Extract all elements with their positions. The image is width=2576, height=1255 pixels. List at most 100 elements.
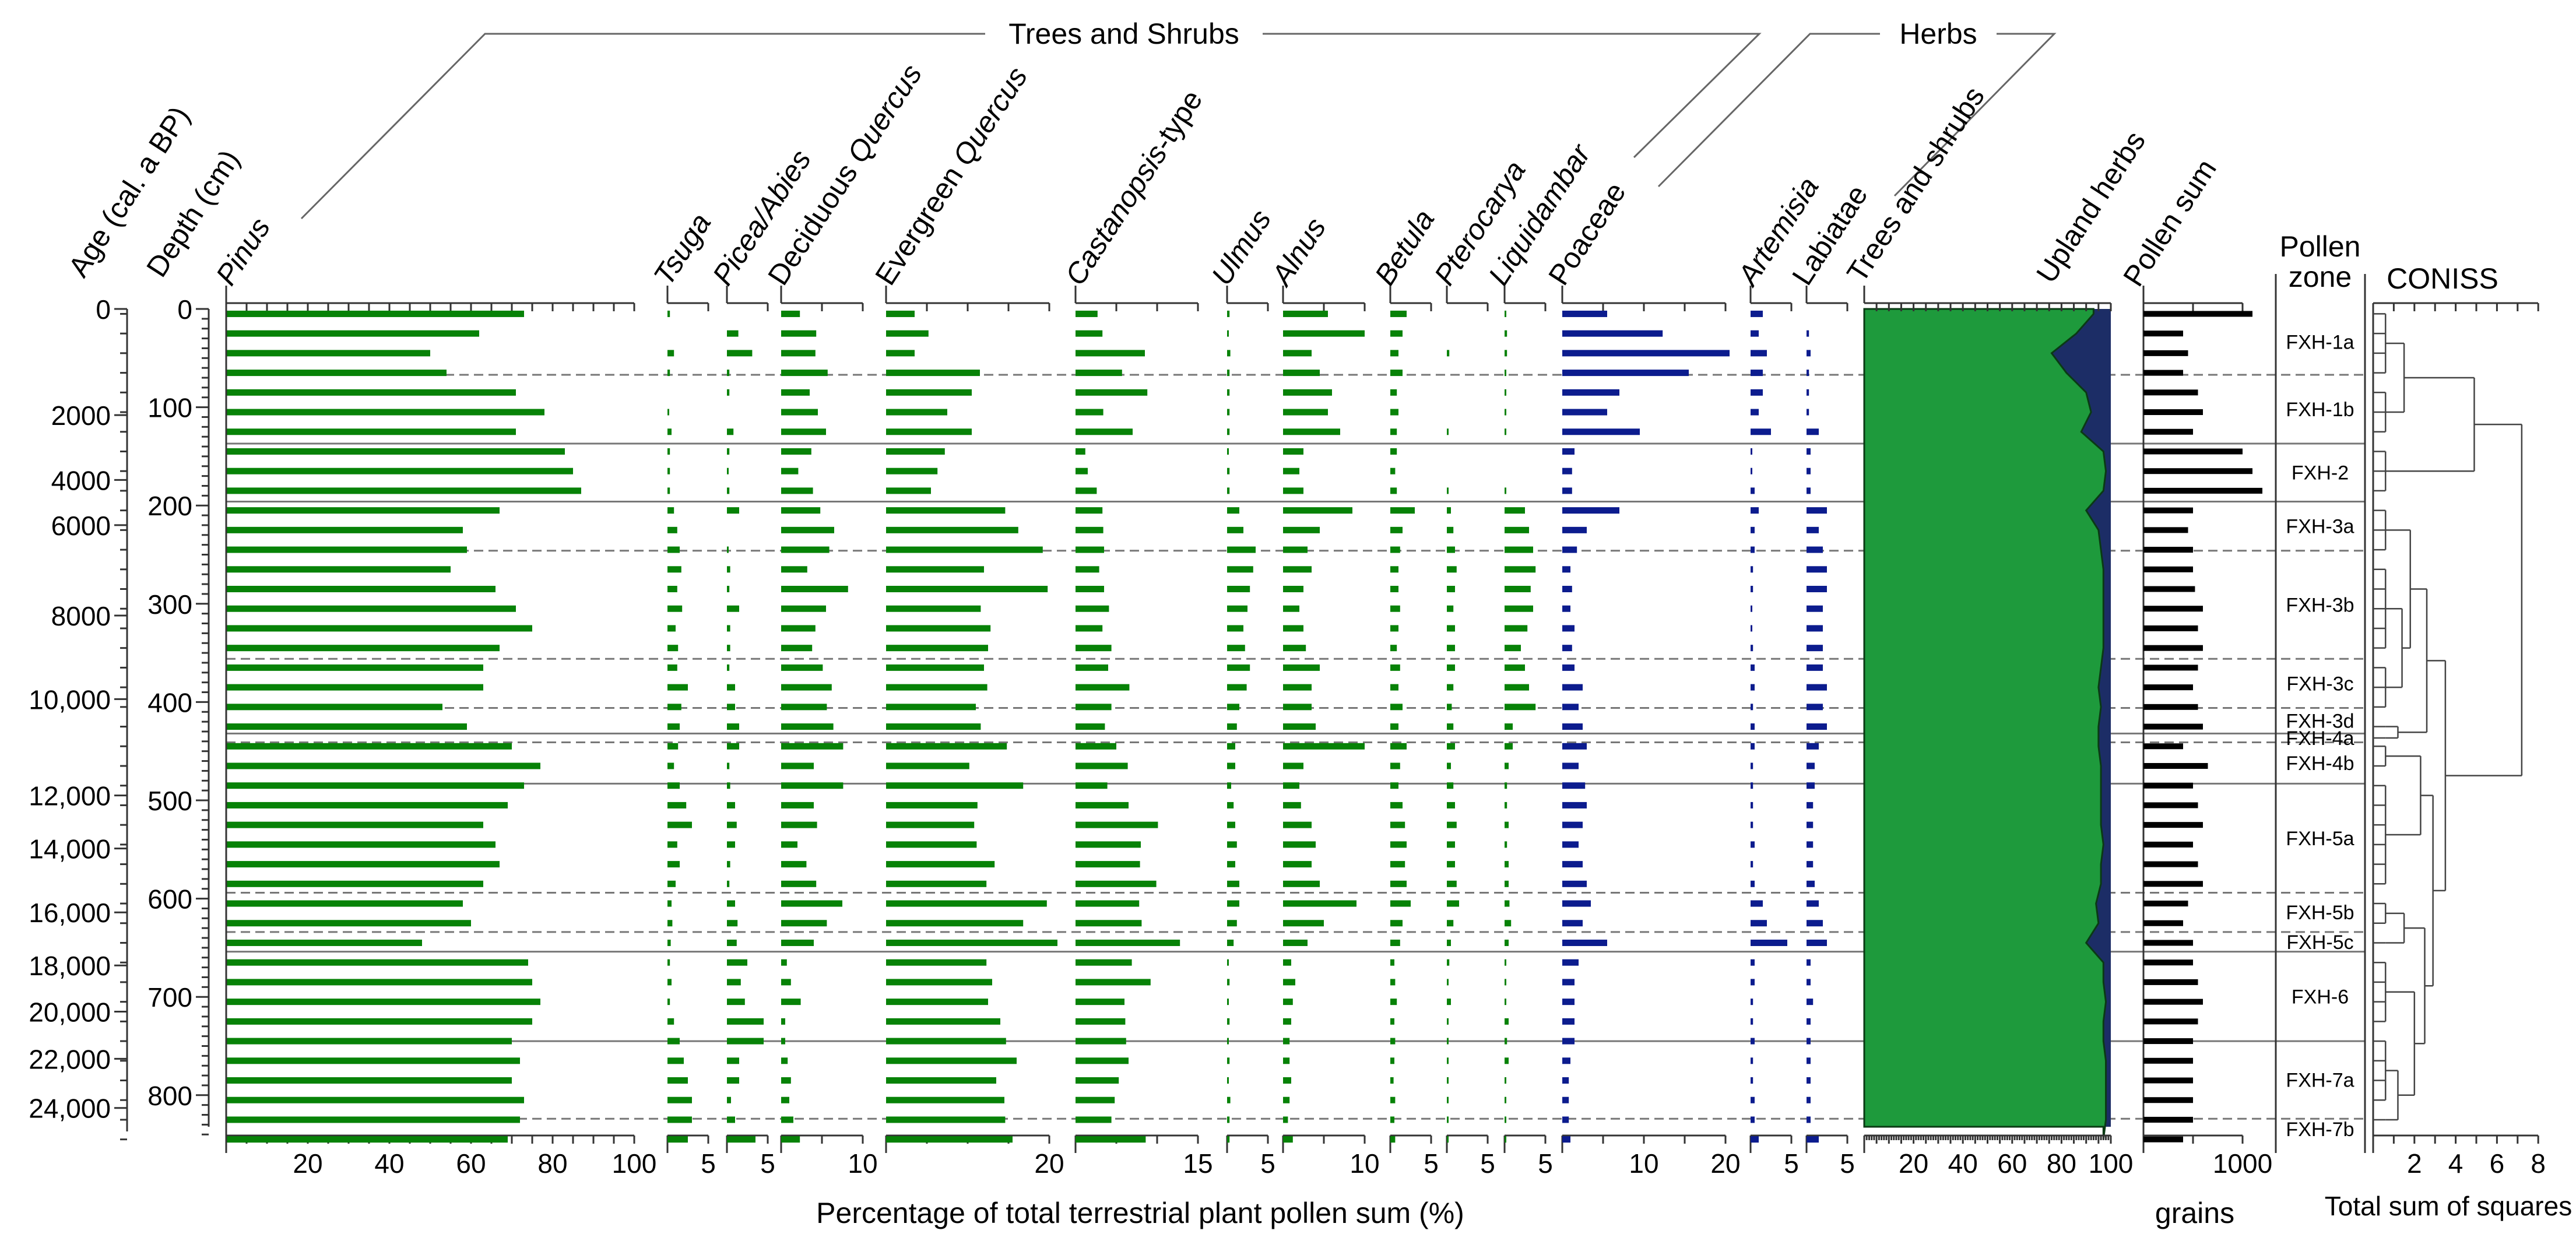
poaceae-bar: [1562, 526, 1587, 533]
alnus-bar: [1283, 900, 1356, 907]
evergreen-quercus-bar: [886, 389, 972, 396]
picea-abies-bar: [727, 939, 737, 946]
liquidambar-bar: [1505, 959, 1506, 966]
tsuga-bar: [667, 467, 670, 474]
liquidambar-bar: [1505, 704, 1536, 711]
label-part: Evergreen: [869, 153, 974, 291]
castanopsis-type-bar: [1076, 467, 1088, 474]
poaceae-bar: [1562, 330, 1663, 337]
zone-label: FXH-4b: [2286, 753, 2354, 775]
picea-abies-bar: [727, 920, 738, 927]
artemisia-bar: [1751, 1096, 1755, 1103]
betula-bar: [1390, 605, 1400, 612]
ulmus-bar: [1227, 880, 1239, 887]
castanopsis-type-bar: [1076, 1018, 1126, 1025]
labiatae-bar: [1807, 645, 1823, 652]
liquidambar-bar: [1505, 821, 1509, 828]
labiatae-bar: [1807, 625, 1823, 632]
picea-abies-bar: [727, 743, 739, 750]
pinus-bar: [226, 801, 508, 808]
poaceae-bar: [1562, 841, 1579, 848]
liquidambar-bar: [1505, 526, 1529, 533]
artemisia-bar: [1751, 507, 1759, 514]
alnus-bar: [1283, 546, 1308, 553]
betula-bar: [1390, 370, 1403, 377]
pollen-sum-bar: [2143, 606, 2203, 612]
deciduous-quercus-bar: [781, 1018, 785, 1025]
artemisia-bar: [1751, 939, 1787, 946]
pollen-sum-bar: [2143, 901, 2188, 907]
pinus-bar: [226, 684, 483, 691]
tsuga-bar: [667, 645, 679, 652]
evergreen-quercus-bar: [886, 762, 969, 769]
betula-bar: [1390, 1077, 1394, 1084]
betula-bar: [1390, 645, 1397, 652]
artemisia-bar: [1751, 625, 1752, 632]
picea-abies-bar: [727, 330, 739, 337]
betula-bar: [1390, 959, 1394, 966]
pollen-sum-bar: [2143, 979, 2198, 985]
artemisia-bar: [1751, 1057, 1753, 1064]
pollen-sum-bar: [2143, 782, 2193, 789]
ulmus-bar: [1227, 959, 1229, 966]
ulmus-bar: [1227, 1077, 1229, 1084]
picea-abies-bar: [727, 507, 739, 514]
liquidambar-bar: [1505, 310, 1506, 317]
tsuga-bar: [667, 821, 692, 828]
pinus-bar: [226, 645, 500, 652]
pterocarya-bar: [1447, 684, 1454, 691]
trees-shrubs-bracket-left: [300, 33, 985, 220]
coniss-tick-label: 4: [2448, 1148, 2463, 1179]
artemisia-bar: [1751, 330, 1759, 337]
alnus-bar: [1283, 1038, 1290, 1045]
evergreen-quercus-bar: [886, 841, 977, 848]
trees-shrubs-bracket-right: [1263, 33, 1762, 159]
alnus-bar: [1283, 782, 1299, 789]
castanopsis-type-bar: [1076, 939, 1180, 946]
artemisia-bar: [1751, 999, 1753, 1006]
alnus-bar: [1283, 664, 1320, 671]
castanopsis-type-bar: [1076, 821, 1158, 828]
pollen-sum-tick-label: 1000: [2213, 1148, 2272, 1179]
artemisia-bar: [1751, 704, 1753, 711]
deciduous-quercus-bar: [781, 370, 828, 377]
ulmus-bar: [1227, 566, 1253, 573]
artemisia-bar: [1751, 1116, 1755, 1123]
pterocarya-bar: [1447, 1077, 1449, 1084]
pinus-bar: [226, 605, 516, 612]
poaceae-bar: [1562, 625, 1575, 632]
castanopsis-type-bar: [1076, 999, 1124, 1006]
poaceae-bar: [1562, 1018, 1575, 1025]
zone-label: FXH-3b: [2286, 594, 2354, 616]
tsuga-bar: [667, 370, 670, 377]
betula-bar: [1390, 841, 1407, 848]
liquidambar-bar: [1505, 1096, 1506, 1103]
pterocarya-bar: [1447, 487, 1449, 494]
deciduous-quercus-bar: [781, 743, 844, 750]
poaceae-bar: [1562, 939, 1607, 946]
ulmus-bar: [1227, 664, 1250, 671]
pinus-bar: [226, 880, 483, 887]
depth-tick-label: 600: [147, 884, 192, 915]
poaceae-bar: [1562, 1057, 1570, 1064]
liquidambar-bar: [1505, 880, 1509, 887]
labiatae-bar: [1807, 1116, 1811, 1123]
tsuga-bar: [667, 448, 670, 455]
castanopsis-type-bar: [1076, 782, 1108, 789]
poaceae-bar: [1562, 645, 1572, 652]
evergreen-quercus-bar: [886, 467, 938, 474]
pterocarya-bar: [1447, 1136, 1449, 1143]
pollen-sum-bar: [2143, 468, 2252, 474]
liquidambar-bar: [1505, 1077, 1506, 1084]
castanopsis-type-bar: [1076, 762, 1128, 769]
tsuga-bar: [667, 625, 676, 632]
picea-abies-bar: [727, 389, 730, 396]
poaceae-bar: [1562, 684, 1583, 691]
pollen-sum-label: Pollen sum: [2117, 153, 2223, 292]
pinus-bar: [226, 1057, 520, 1064]
artemisia-bar: [1751, 880, 1755, 887]
evergreen-quercus-bar: [886, 664, 984, 671]
pinus-bar: [226, 1096, 524, 1103]
pollen-sum-bar: [2143, 1038, 2193, 1045]
alnus-bar: [1283, 1136, 1293, 1143]
